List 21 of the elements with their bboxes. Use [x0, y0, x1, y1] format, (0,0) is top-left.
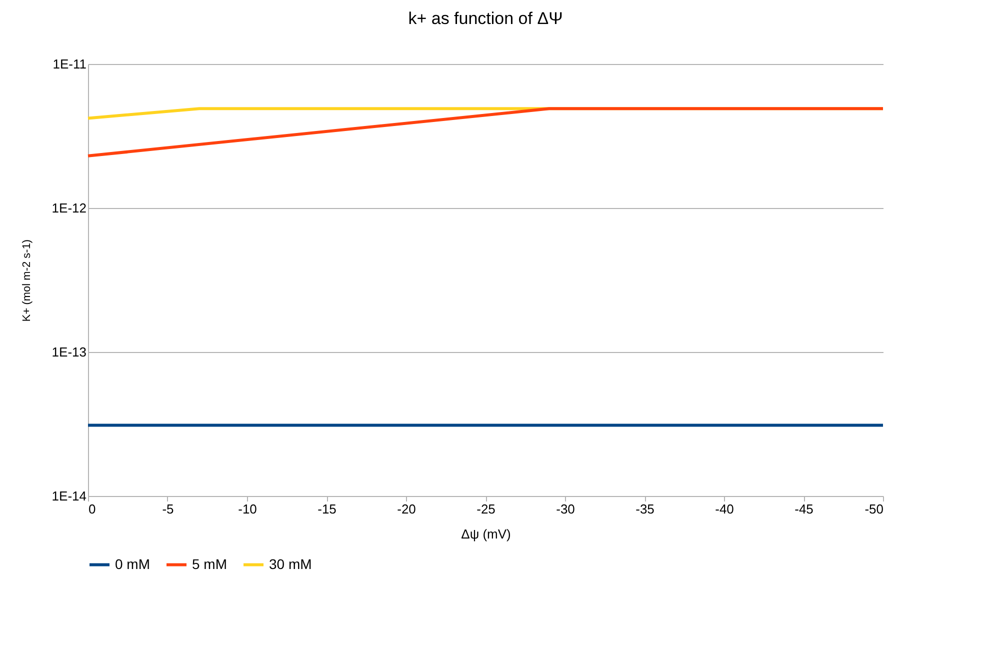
legend-label: 0 mM	[115, 556, 150, 572]
x-tick-label: -30	[556, 502, 575, 516]
x-tick-label: -5	[162, 502, 174, 516]
y-tick-label: 1E-12	[52, 200, 86, 216]
chart-title: k+ as function of ΔΨ	[408, 9, 563, 28]
x-tick-label: -35	[636, 502, 654, 516]
x-tick-label: -20	[397, 502, 416, 516]
x-tick-label: -15	[318, 502, 336, 516]
y-tick-label: 1E-13	[52, 344, 86, 360]
legend-label: 30 mM	[269, 556, 312, 572]
x-tick-label: -25	[476, 502, 496, 516]
y-tick-label: 1E-11	[52, 56, 86, 72]
x-tick-label: -50	[864, 502, 884, 516]
y-axis-title: K+ (mol m-2 s-1)	[20, 239, 33, 322]
y-tick-label: 1E-14	[52, 488, 86, 504]
x-tick-label: -45	[794, 502, 814, 516]
x-tick-label: 0	[88, 502, 96, 516]
legend-label: 5 mM	[192, 556, 227, 572]
x-axis-title: Δψ (mV)	[461, 526, 511, 542]
x-tick-label: -10	[238, 502, 257, 516]
x-tick-label: -40	[715, 502, 734, 516]
